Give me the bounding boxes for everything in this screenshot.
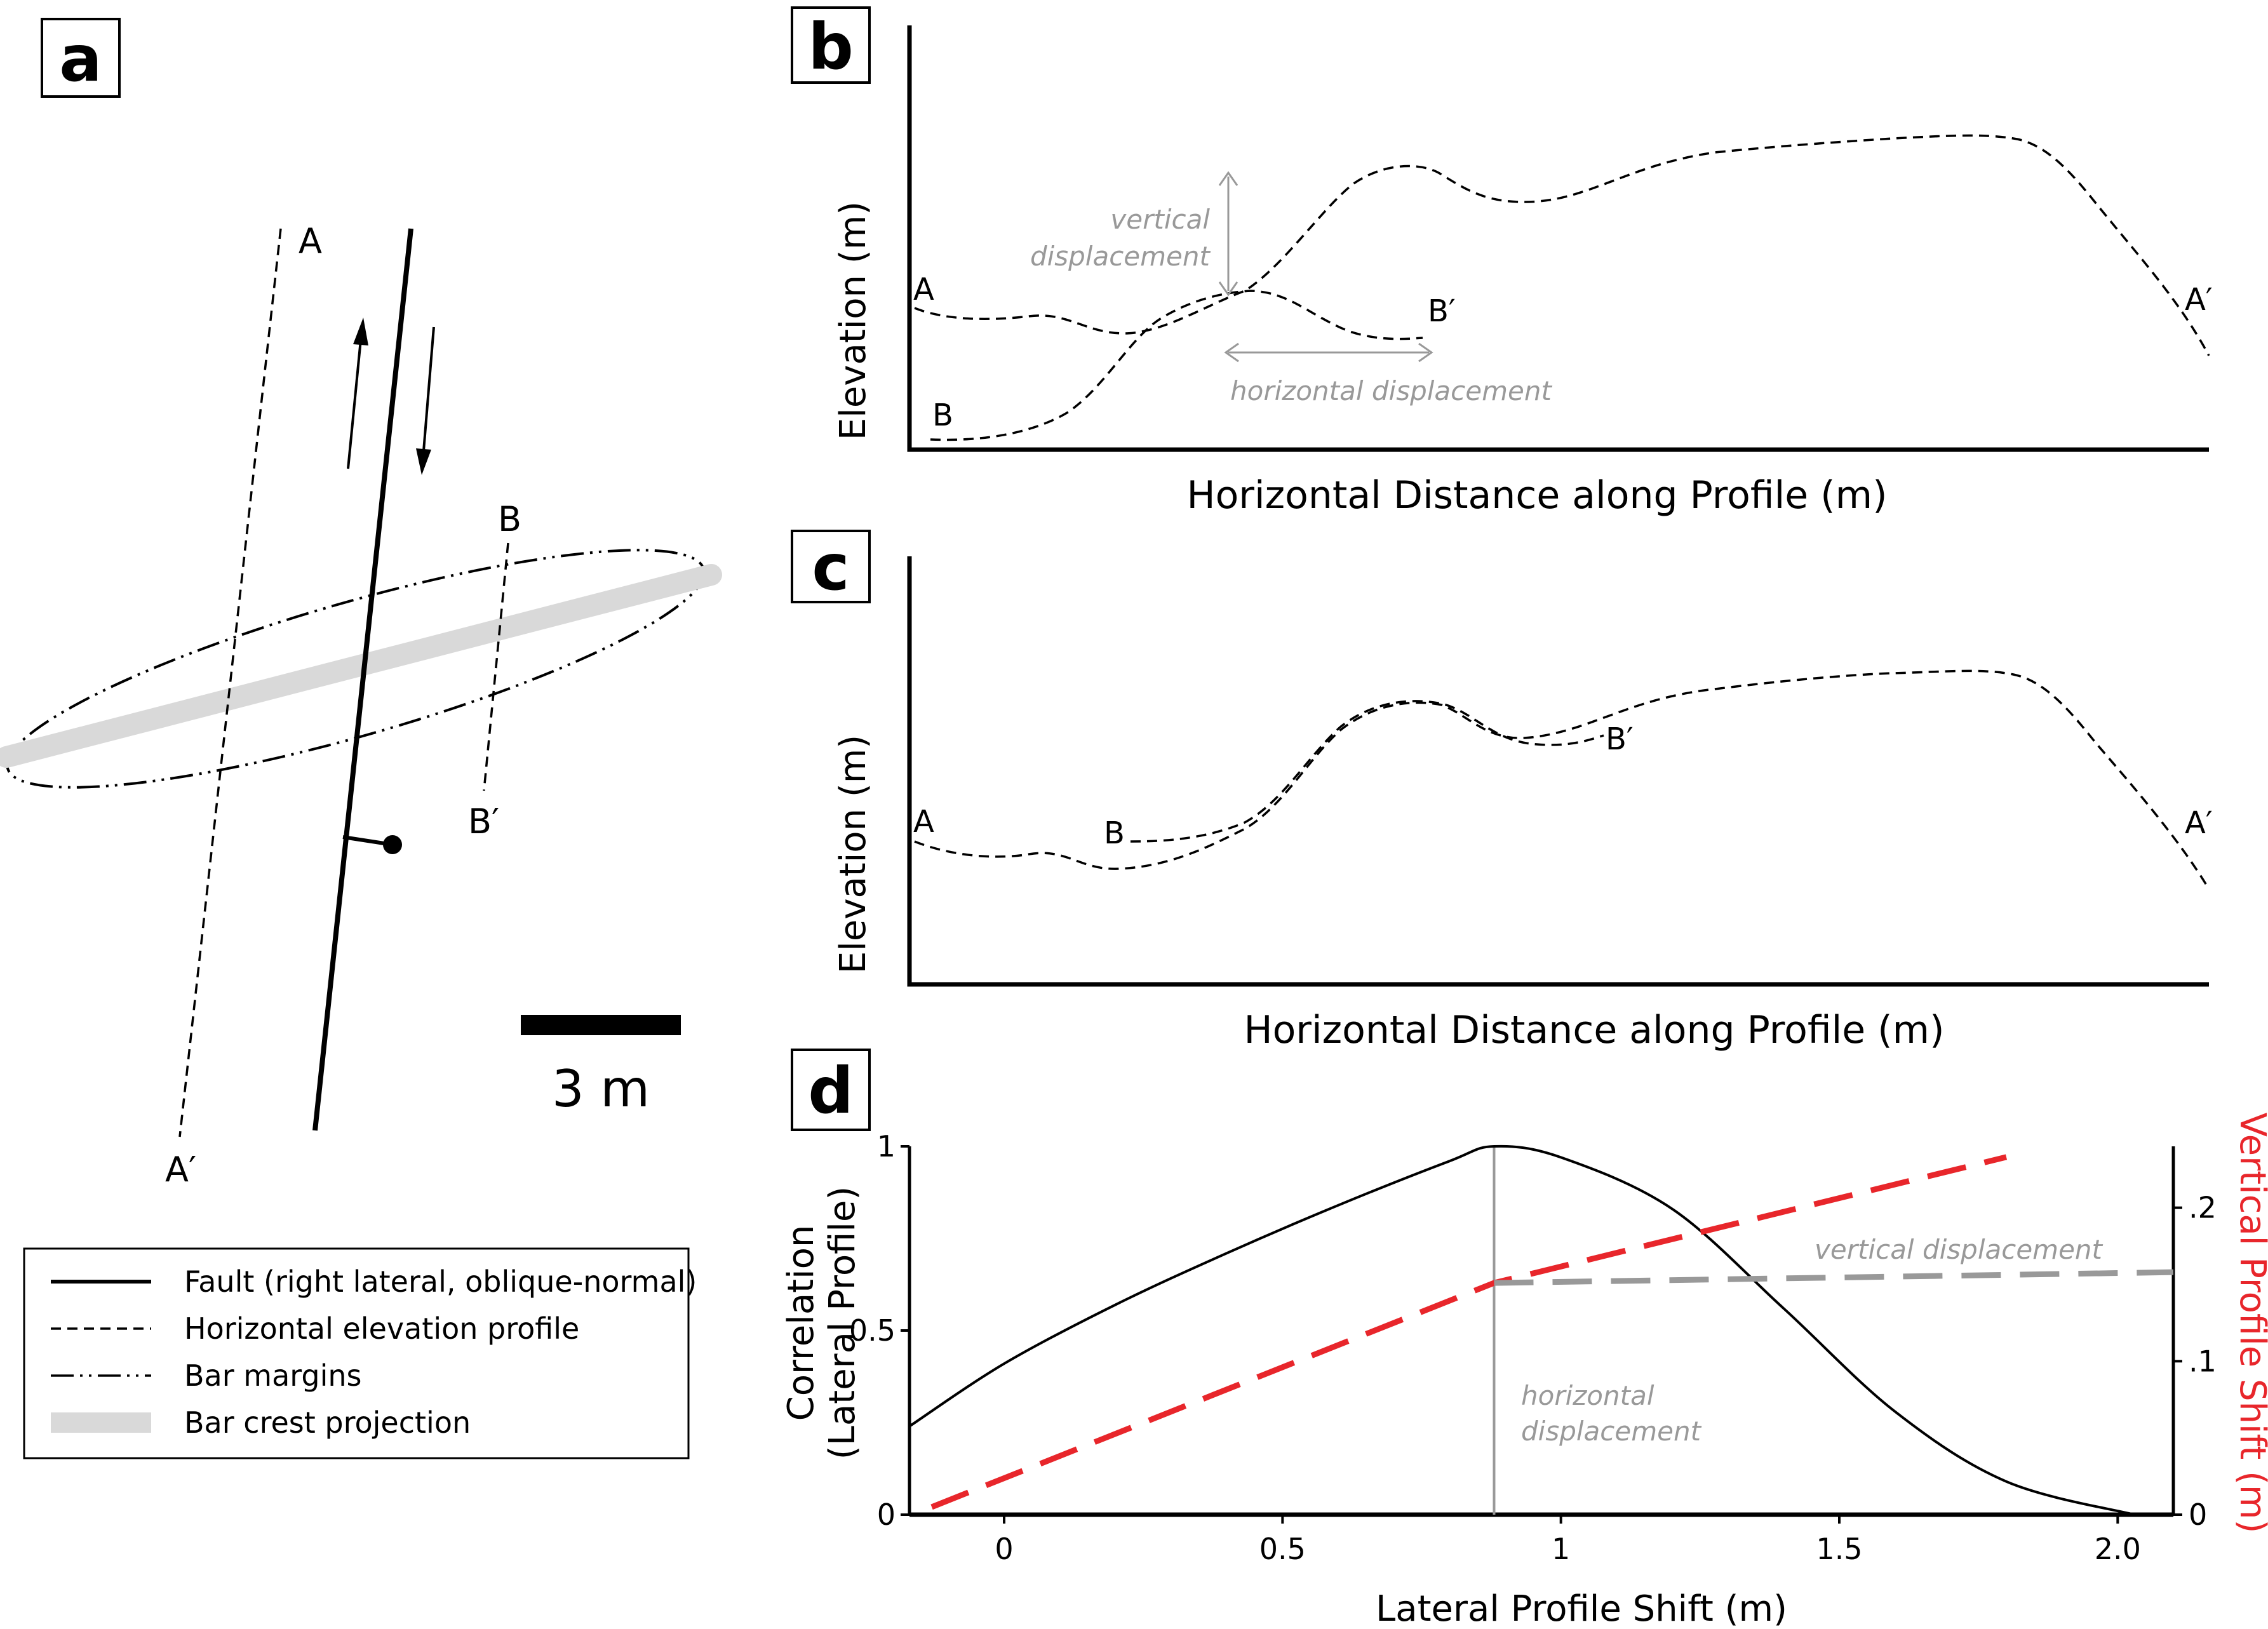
arrow-down-shaft [422, 326, 435, 452]
panel-b-axes [907, 25, 2209, 452]
panel-b-vertical-arrow-head-top [1218, 171, 1238, 186]
panel-b-vertical-arrow-head-bottom [1218, 281, 1238, 297]
panel-b-horizontal-arrow-head-left [1224, 342, 1239, 363]
panel-b-profile-b [930, 290, 1423, 441]
panel-d-ylabel-left-1: Correlation [781, 1225, 822, 1421]
panel-a-label-B-prime: B′ [468, 801, 499, 841]
arrow-down-head [416, 448, 431, 475]
panel-d-y-right-tick-label: .2 [2189, 1191, 2217, 1225]
panel-d-y-left-tick-label: 0.5 [849, 1313, 896, 1348]
panel-d-axes [908, 1146, 2175, 1517]
panel-d-x-tick-label: 1 [1552, 1532, 1570, 1566]
panel-d-x-tick-label: 0 [995, 1532, 1013, 1566]
profile-a-line [178, 228, 282, 1137]
panel-d-y-left-tick-label: 1 [877, 1129, 896, 1163]
panel-c-label-B: B [1104, 815, 1125, 851]
legend-margin-label: Bar margins [184, 1358, 361, 1393]
panel-d-letter: d [808, 1054, 854, 1128]
panel-c: c Elevation (m) Horizontal Distance alon… [791, 530, 2213, 1052]
panel-b-ylabel: Elevation (m) [833, 201, 874, 440]
profile-b-line [483, 542, 509, 791]
panel-d-vertical-displacement-series [1494, 1269, 2174, 1286]
panel-a-letter: a [59, 22, 102, 96]
panel-b: b Elevation (m) Horizontal Distance alon… [791, 6, 2213, 518]
panel-c-label-B-prime: B′ [1606, 721, 1634, 757]
panel-a-letter-box [41, 18, 121, 98]
panel-c-axes [907, 556, 2209, 987]
legend-fault-label: Fault (right lateral, oblique-normal) [184, 1264, 697, 1299]
panel-b-horizontal-arrow-head-right [1418, 342, 1433, 363]
panel-d-letter-box [791, 1049, 871, 1131]
panel-b-label-A-prime: A′ [2185, 282, 2213, 318]
panel-b-label-B: B [932, 398, 953, 433]
panel-b-letter-box [791, 6, 871, 84]
panel-d: d 0 0.5 1 1.5 2.0 0 0.5 1 0 .1 .2 Lateral Profile … [781, 1049, 2268, 1629]
panel-a-label-A: A [299, 221, 322, 261]
arrow-up-shaft [347, 339, 362, 469]
dip-ball [383, 835, 402, 854]
panel-c-profile-a [914, 669, 2210, 890]
legend-profile-label: Horizontal elevation profile [184, 1311, 579, 1346]
panel-c-label-A: A [913, 804, 934, 840]
fault-line [312, 228, 413, 1131]
panel-d-correlation-curve [908, 1144, 2135, 1516]
scale-bar-label: 3 m [552, 1059, 650, 1118]
panel-c-label-A-prime: A′ [2185, 805, 2213, 841]
panel-d-ylabel-right: Vertical Profile Shift (m) [2232, 1113, 2268, 1534]
panel-b-xlabel: Horizontal Distance along Profile (m) [1186, 473, 1887, 518]
panel-d-series [908, 1144, 2174, 1516]
legend: Fault (right lateral, oblique-normal) Ho… [23, 1247, 697, 1459]
panel-a-label-A-prime: A′ [165, 1150, 196, 1190]
panel-b-letter: b [808, 10, 854, 84]
panel-d-x-tick-label: 1.5 [1816, 1532, 1862, 1566]
panel-d-y-right-tick-label: 0 [2189, 1498, 2207, 1532]
panel-d-vertical-shift-series [930, 1154, 2008, 1510]
panel-d-x-tick-label: 2.0 [2095, 1532, 2141, 1566]
panel-d-ticks: 0 0.5 1 1.5 2.0 0 0.5 1 0 .1 .2 [849, 1129, 2217, 1566]
panel-b-vertical-label-1: vertical [1110, 204, 1210, 235]
panel-c-xlabel: Horizontal Distance along Profile (m) [1244, 1008, 1944, 1052]
scale-bar [521, 1015, 681, 1035]
bar-crest-projection [0, 564, 722, 768]
panel-b-label-B-prime: B′ [1428, 293, 1456, 329]
panel-b-horizontal-label: horizontal displacement [1230, 375, 1552, 406]
panel-d-horizontal-label-1: horizontal [1521, 1380, 1654, 1411]
panel-b-vertical-label-2: displacement [1030, 241, 1211, 272]
panel-d-xlabel: Lateral Profile Shift (m) [1376, 1588, 1787, 1629]
legend-crest-label: Bar crest projection [184, 1405, 471, 1440]
panel-c-profile-b [1130, 700, 1604, 843]
panel-d-horizontal-label-2: displacement [1521, 1416, 1702, 1447]
panel-d-vertical-label: vertical displacement [1815, 1234, 2104, 1265]
arrow-up-head [353, 318, 368, 345]
panel-d-y-left-tick-label: 0 [877, 1498, 896, 1532]
panel-a: a A A′ B B′ 3 m Fault (right lateral, o [0, 18, 722, 1459]
panel-c-letter-box [791, 530, 871, 603]
panel-c-ylabel: Elevation (m) [833, 735, 874, 974]
panel-c-letter: c [812, 530, 849, 605]
panel-d-y-right-tick-label: .1 [2189, 1344, 2217, 1378]
panel-b-label-A: A [913, 272, 934, 307]
panel-d-x-tick-label: 0.5 [1259, 1532, 1306, 1566]
panel-d-ylabel-left-2: (Lateral Profile) [822, 1186, 863, 1459]
panel-a-label-B: B [498, 499, 521, 539]
